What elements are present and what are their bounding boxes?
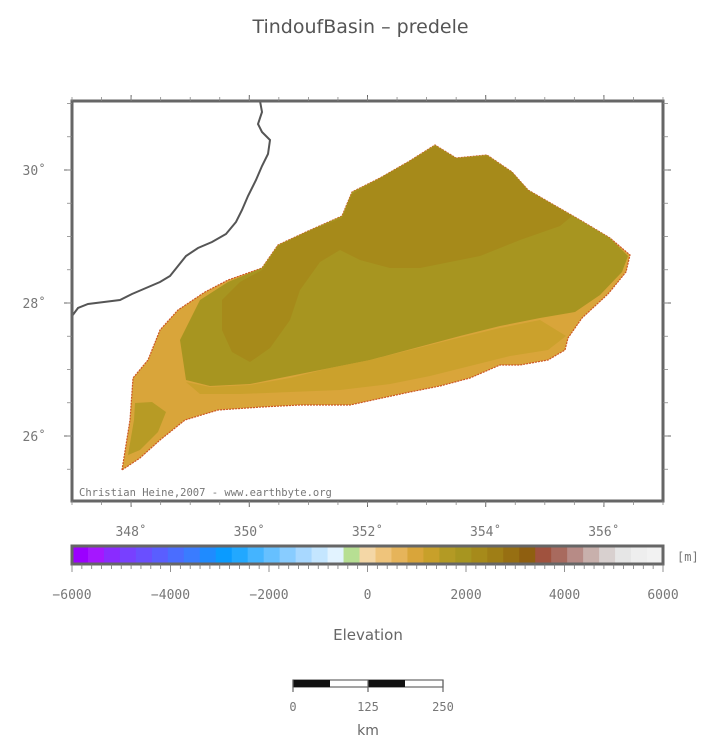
colorbar-swatch bbox=[311, 546, 329, 564]
lon-tick-label: 356˚ bbox=[588, 524, 619, 540]
colorbar-swatch bbox=[599, 546, 616, 564]
latitude-ticks: 30˚ 28˚ 26˚ bbox=[23, 103, 671, 470]
colorbar-swatch bbox=[343, 546, 361, 564]
colorbar-swatch bbox=[471, 546, 488, 564]
colorbar-swatch bbox=[375, 546, 392, 564]
colorbar-unit: [m] bbox=[677, 550, 699, 564]
lat-tick-label: 28˚ bbox=[23, 296, 46, 312]
colorbar-swatch bbox=[519, 546, 536, 564]
scale-label-2: 250 bbox=[432, 700, 454, 714]
colorbar-swatch bbox=[199, 546, 217, 564]
scale-label-1: 125 bbox=[357, 700, 379, 714]
colorbar-swatch bbox=[119, 546, 137, 564]
colorbar-swatch bbox=[215, 546, 233, 564]
colorbar-swatch bbox=[103, 546, 121, 564]
lon-tick-label: 352˚ bbox=[352, 524, 383, 540]
elevation-colorbar bbox=[72, 546, 664, 564]
colorbar-tick-label: −2000 bbox=[249, 588, 288, 603]
colorbar-swatch bbox=[535, 546, 552, 564]
lat-tick-label: 26˚ bbox=[23, 429, 46, 445]
colorbar-label: Elevation bbox=[333, 626, 403, 644]
colorbar-swatch bbox=[87, 546, 105, 564]
colorbar-ticks: −6000 −4000 −2000 0 2000 4000 6000 bbox=[52, 564, 679, 603]
colorbar-swatch bbox=[135, 546, 153, 564]
colorbar-swatch bbox=[615, 546, 632, 564]
colorbar-tick-label: 6000 bbox=[647, 588, 678, 603]
colorbar-swatch bbox=[423, 546, 440, 564]
colorbar-swatch bbox=[439, 546, 456, 564]
colorbar-swatch bbox=[583, 546, 600, 564]
colorbar-swatch bbox=[167, 546, 185, 564]
colorbar-swatch bbox=[183, 546, 201, 564]
colorbar-swatch bbox=[503, 546, 520, 564]
colorbar-swatch bbox=[407, 546, 424, 564]
colorbar-tick-label: 4000 bbox=[549, 588, 580, 603]
colorbar-swatch bbox=[551, 546, 568, 564]
colorbar-swatch bbox=[567, 546, 584, 564]
lon-tick-label: 350˚ bbox=[234, 524, 265, 540]
colorbar-swatch bbox=[327, 546, 345, 564]
colorbar-swatch bbox=[279, 546, 297, 564]
lat-tick-label: 30˚ bbox=[23, 163, 46, 179]
colorbar-swatch bbox=[263, 546, 281, 564]
basin-west-lobe bbox=[128, 402, 166, 455]
credit-text: Christian Heine,2007 - www.earthbyte.org bbox=[79, 487, 332, 499]
basin-core-zone bbox=[222, 146, 572, 362]
colorbar-swatch bbox=[72, 546, 89, 564]
lon-tick-label: 348˚ bbox=[115, 524, 146, 540]
colorbar-swatch bbox=[151, 546, 169, 564]
colorbar-swatch bbox=[455, 546, 472, 564]
colorbar-tick-label: −6000 bbox=[52, 588, 91, 603]
colorbar-swatch bbox=[391, 546, 408, 564]
colorbar-swatch bbox=[231, 546, 249, 564]
colorbar-swatch bbox=[295, 546, 313, 564]
colorbar-swatch bbox=[359, 546, 376, 564]
colorbar-swatch bbox=[647, 546, 664, 564]
lon-tick-label: 354˚ bbox=[470, 524, 501, 540]
colorbar-swatch bbox=[247, 546, 265, 564]
basin-lower-band bbox=[186, 320, 566, 394]
colorbar-swatch bbox=[487, 546, 504, 564]
scale-bar bbox=[292, 679, 444, 692]
scale-label-0: 0 bbox=[289, 700, 296, 714]
colorbar-tick-label: 0 bbox=[364, 588, 372, 603]
coastline bbox=[72, 101, 272, 317]
colorbar-swatch bbox=[631, 546, 648, 564]
longitude-ticks: 348˚ 350˚ 352˚ 354˚ 356˚ bbox=[71, 95, 664, 540]
colorbar-tick-label: −4000 bbox=[151, 588, 190, 603]
colorbar-tick-label: 2000 bbox=[450, 588, 481, 603]
scale-unit: km bbox=[357, 723, 379, 739]
map-title: TindoufBasin – predele bbox=[252, 16, 469, 38]
